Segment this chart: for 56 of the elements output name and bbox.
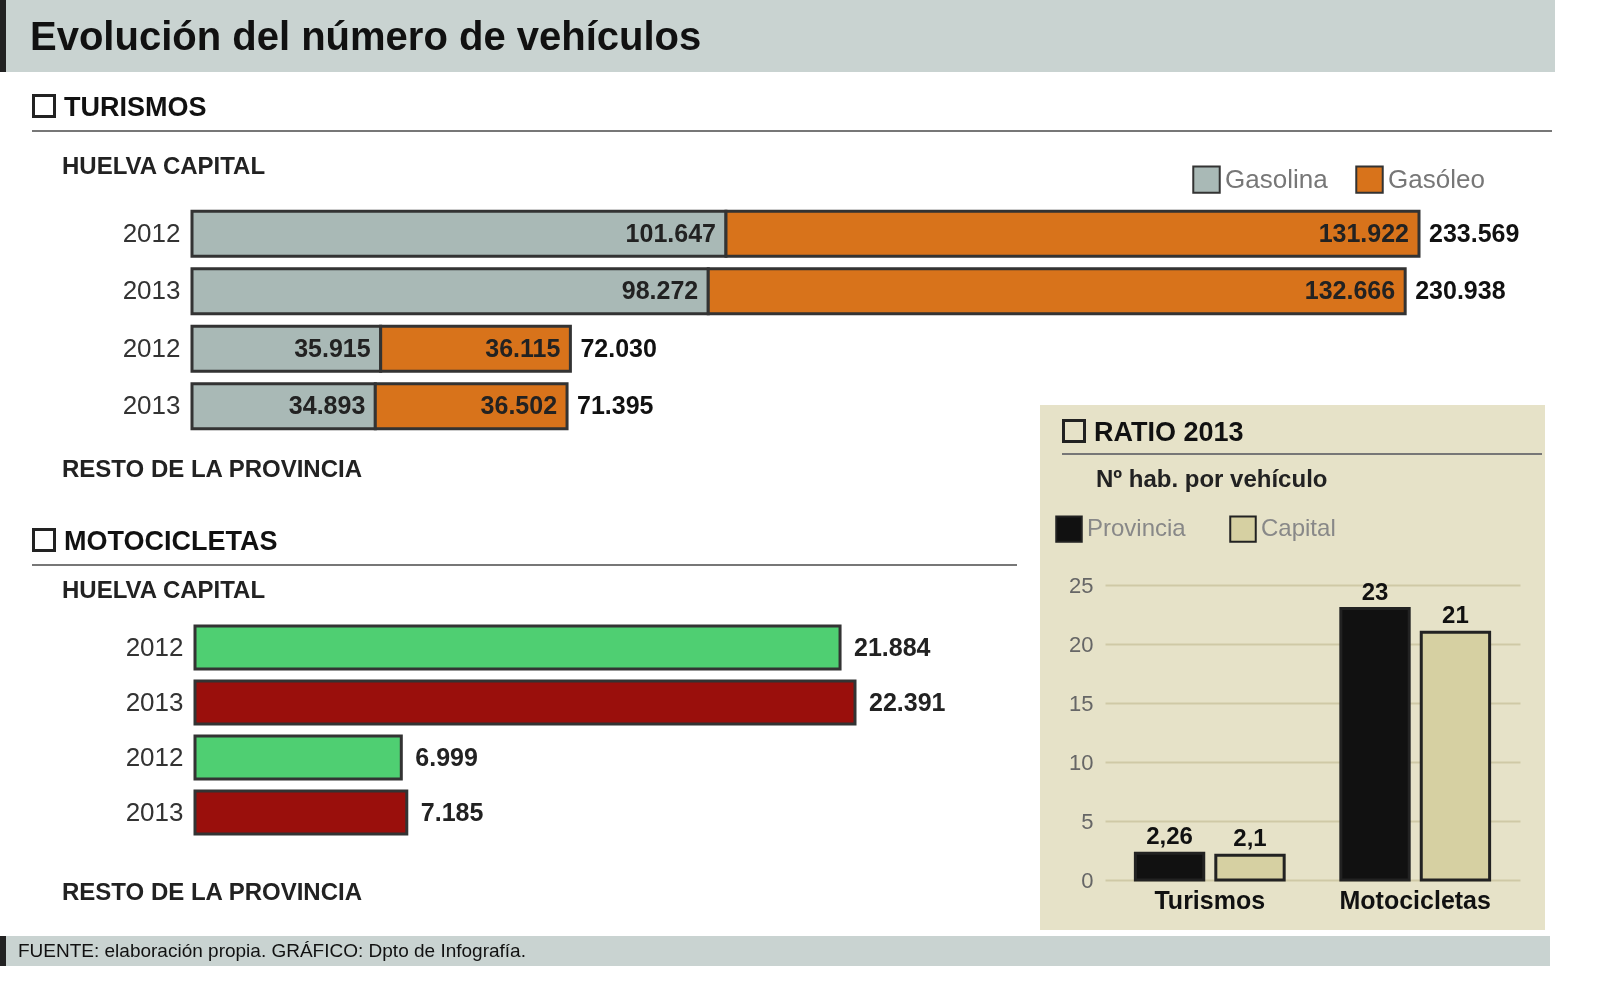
y-tick-label: 2013: [122, 390, 181, 421]
text: RESTO DE LA PROVINCIA: [62, 878, 363, 906]
data-label: 36.502: [480, 391, 558, 420]
data-label: 6.999: [415, 742, 478, 771]
chart-title: RATIO 2013: [1062, 417, 1244, 448]
bar: [193, 624, 842, 671]
data-label: 35.915: [294, 333, 371, 362]
legend-label: Gasolina: [1225, 163, 1329, 194]
data-label: 22.391: [869, 687, 946, 716]
bar: [193, 789, 409, 836]
y-tick-label: 2012: [122, 217, 181, 248]
bar: [1133, 851, 1206, 882]
data-label: 132.666: [1304, 276, 1396, 305]
y-tick-label: 2012: [122, 332, 181, 363]
y-tick-label: 2013: [125, 796, 184, 827]
source-note: FUENTE: elaboración propia. GRÁFICO: Dpto de Infografía.: [0, 936, 1550, 966]
data-label: 23: [1361, 577, 1389, 605]
chart-subtitle: Nº hab. por vehículo: [1096, 465, 1328, 493]
chart-subtitle: TURISMOS: [32, 92, 207, 123]
y-tick-label: 5: [1081, 808, 1094, 834]
y-tick-label: 2012: [125, 741, 184, 772]
data-label: 101.647: [625, 218, 716, 247]
data-label: 2,26: [1146, 822, 1193, 850]
legend-label: Gasóleo: [1388, 163, 1485, 194]
total-label: 72.030: [580, 333, 657, 362]
data-label: 131.922: [1318, 218, 1409, 247]
y-tick-label: 2013: [122, 275, 181, 306]
text: RESTO DE LA PROVINCIA: [62, 455, 363, 483]
y-tick-label: 25: [1069, 572, 1094, 598]
text: HUELVA CAPITAL: [62, 576, 266, 604]
x-tick-label: Motocicletas: [1339, 885, 1491, 914]
legend-label: Capital: [1261, 514, 1336, 542]
data-label: 21.884: [854, 632, 931, 661]
legend-label: Provincia: [1087, 514, 1187, 542]
total-label: 230.938: [1415, 276, 1506, 305]
chart-title: MOTOCICLETAS: [32, 526, 278, 557]
data-label: 21: [1442, 601, 1469, 629]
data-label: 34.893: [288, 391, 366, 420]
text: HUELVA CAPITAL: [62, 152, 266, 180]
data-label: 36.115: [485, 333, 561, 362]
y-tick-label: 0: [1081, 867, 1094, 893]
data-label: 7.185: [420, 797, 484, 826]
bar: [193, 679, 857, 726]
data-label: 2,1: [1233, 824, 1267, 852]
data-label: 98.272: [621, 276, 699, 305]
y-tick-label: 15: [1069, 690, 1094, 716]
x-tick-label: Turismos: [1154, 885, 1266, 914]
y-tick-label: 20: [1069, 631, 1094, 657]
bar: [1339, 607, 1411, 882]
chart-title: Evolución del número de vehículos: [0, 0, 1555, 72]
total-label: 233.569: [1429, 218, 1520, 247]
total-label: 71.395: [577, 391, 654, 420]
y-tick-label: 2013: [125, 686, 184, 717]
y-tick-label: 2012: [125, 631, 184, 662]
y-tick-label: 10: [1069, 749, 1094, 775]
bar: [193, 734, 403, 781]
